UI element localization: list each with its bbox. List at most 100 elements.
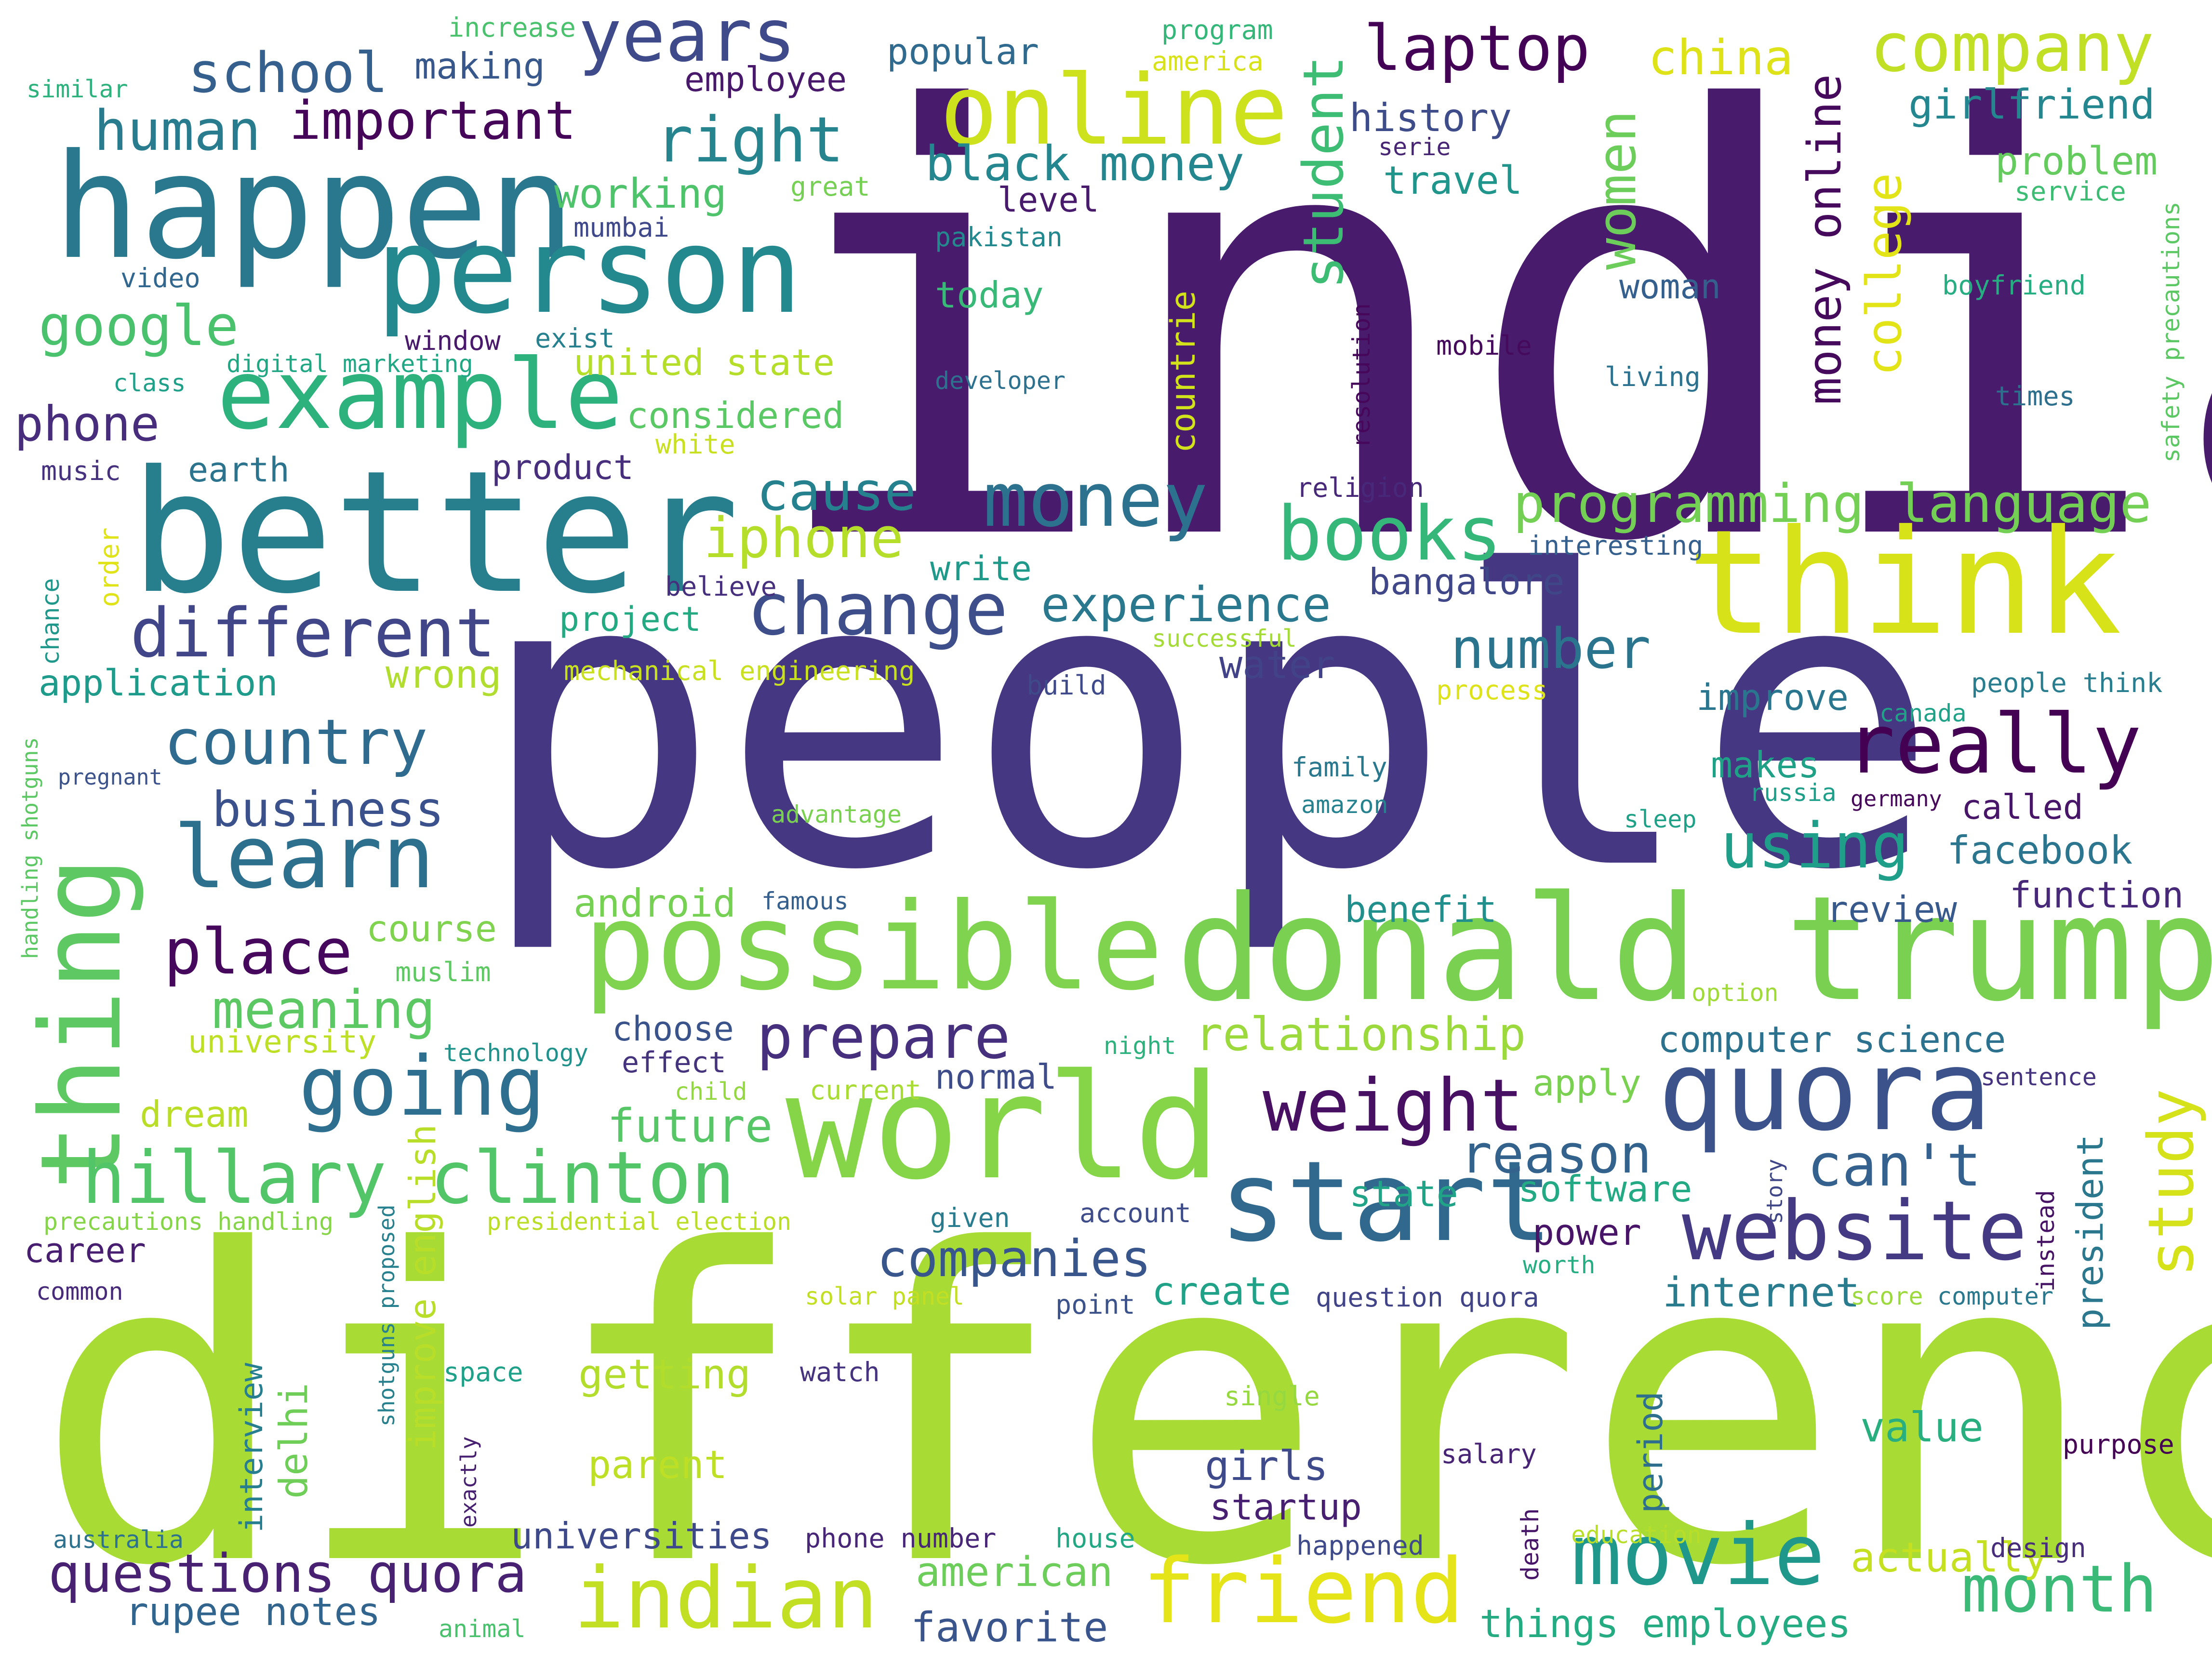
- word-serie: serie: [1378, 133, 1451, 161]
- word-month: month: [1961, 1551, 2158, 1627]
- word-muslim: muslim: [395, 957, 491, 987]
- word-service: service: [2014, 176, 2126, 207]
- word-weight: weight: [1263, 1064, 1524, 1148]
- word-better: better: [130, 434, 740, 631]
- word-money: money: [983, 456, 1208, 544]
- word-money-online: money online: [1799, 74, 1852, 405]
- word-state: state: [1349, 1173, 1458, 1215]
- word-makes: makes: [1711, 744, 1820, 786]
- word-parent: parent: [588, 1442, 727, 1487]
- word-happen: happen: [53, 123, 575, 291]
- word-score: score: [1851, 1282, 1923, 1310]
- word-living: living: [1605, 361, 1701, 392]
- word-university: university: [188, 1024, 377, 1060]
- word-things-employees: things employees: [1479, 1601, 1851, 1646]
- word-watch: watch: [800, 1357, 880, 1387]
- word-possible: possible: [583, 877, 1164, 1017]
- word-chance: chance: [37, 578, 65, 665]
- word-actually: actually: [1851, 1534, 2048, 1582]
- word-benefit: benefit: [1345, 888, 1497, 931]
- word-hillary-clinton: hillary clinton: [82, 1136, 735, 1220]
- word-study: study: [2134, 1088, 2208, 1277]
- word-period: period: [1631, 1391, 1670, 1513]
- word-build: build: [1026, 670, 1106, 701]
- word-create: create: [1152, 1269, 1291, 1314]
- word-considered: considered: [626, 394, 844, 437]
- word-friend: friend: [1142, 1539, 1465, 1643]
- word-program: program: [1161, 14, 1273, 45]
- word-developer: developer: [935, 367, 1066, 395]
- word-learn: learn: [173, 807, 435, 908]
- word-years: years: [578, 0, 796, 78]
- word-today: today: [935, 274, 1044, 316]
- word-precautions-handling: precautions handling: [43, 1208, 334, 1236]
- word-quora: quora: [1658, 1027, 1992, 1156]
- word-difference: difference: [34, 1160, 2212, 1659]
- word-universities: universities: [511, 1515, 772, 1557]
- word-question-quora: question quora: [1316, 1282, 1539, 1313]
- word-water: water: [1219, 642, 1335, 687]
- word-place: place: [164, 915, 353, 988]
- word-presidential-election: presidential election: [487, 1208, 792, 1236]
- word-child: child: [675, 1078, 747, 1106]
- word-space: space: [443, 1357, 523, 1387]
- word-books: books: [1277, 490, 1502, 577]
- word-option: option: [1692, 979, 1779, 1007]
- word-mumbai: mumbai: [573, 212, 669, 243]
- word-questions-quora: questions quora: [48, 1543, 527, 1604]
- word-digital-marketing: digital marketing: [227, 350, 473, 378]
- word-process: process: [1436, 675, 1548, 706]
- word-salary: salary: [1441, 1439, 1537, 1469]
- word-phone-number: phone number: [805, 1523, 997, 1554]
- word-america: america: [1152, 46, 1264, 77]
- word-choose: choose: [612, 1009, 734, 1049]
- word-prepare: prepare: [757, 1002, 1011, 1072]
- word-russia: russia: [1749, 779, 1837, 807]
- word-times: times: [1995, 381, 2075, 412]
- word-handling-shotguns: handling shotguns: [17, 737, 43, 959]
- word-united-state: united state: [573, 341, 835, 384]
- word-music: music: [41, 455, 121, 486]
- word-relationship: relationship: [1195, 1008, 1526, 1061]
- word-order: order: [94, 527, 125, 607]
- word-australia: australia: [53, 1526, 184, 1554]
- word-programming-language: programming language: [1513, 473, 2152, 534]
- word-favorite: favorite: [911, 1604, 1108, 1652]
- word-countrie: countrie: [1163, 290, 1203, 453]
- word-design: design: [1990, 1533, 2086, 1563]
- word-death: death: [1516, 1508, 1544, 1581]
- word-instead: instead: [2032, 1190, 2060, 1292]
- word-business: business: [212, 781, 444, 838]
- word-single: single: [1224, 1381, 1320, 1412]
- word-purpose: purpose: [2063, 1429, 2174, 1460]
- word-famous: famous: [761, 887, 849, 915]
- word-advantage: advantage: [771, 800, 902, 828]
- word-canada: canada: [1879, 699, 1967, 727]
- word-woman: woman: [1619, 267, 1721, 307]
- word-account: account: [1079, 1198, 1191, 1228]
- word-mechanical-engineering: mechanical engineering: [564, 655, 915, 686]
- word-mobile: mobile: [1436, 330, 1532, 361]
- word-using: using: [1720, 809, 1909, 882]
- word-movie: movie: [1571, 1506, 1825, 1604]
- word-company: company: [1870, 9, 2155, 87]
- word-change: change: [747, 568, 1008, 652]
- word-boyfriend: boyfriend: [1942, 270, 2086, 301]
- word-google: google: [39, 294, 239, 359]
- word-meaning: meaning: [212, 979, 436, 1040]
- word-indian: indian: [573, 1550, 879, 1648]
- word-problem: problem: [1995, 139, 2158, 184]
- word-product: product: [492, 448, 634, 487]
- word-internet: internet: [1663, 1269, 1860, 1317]
- word-companies: companies: [877, 1229, 1151, 1288]
- word-going: going: [299, 1039, 546, 1134]
- word-family: family: [1292, 752, 1387, 783]
- word-safety-precautions: safety precautions: [2157, 201, 2185, 463]
- word-donald-trump: donald trump: [1176, 865, 2212, 1033]
- word-interesting: interesting: [1528, 530, 1704, 561]
- word-think: think: [1687, 499, 2122, 667]
- word-point: point: [1055, 1289, 1135, 1320]
- word-value: value: [1860, 1404, 1984, 1452]
- word-technology: technology: [443, 1039, 589, 1067]
- word-dream: dream: [140, 1093, 249, 1135]
